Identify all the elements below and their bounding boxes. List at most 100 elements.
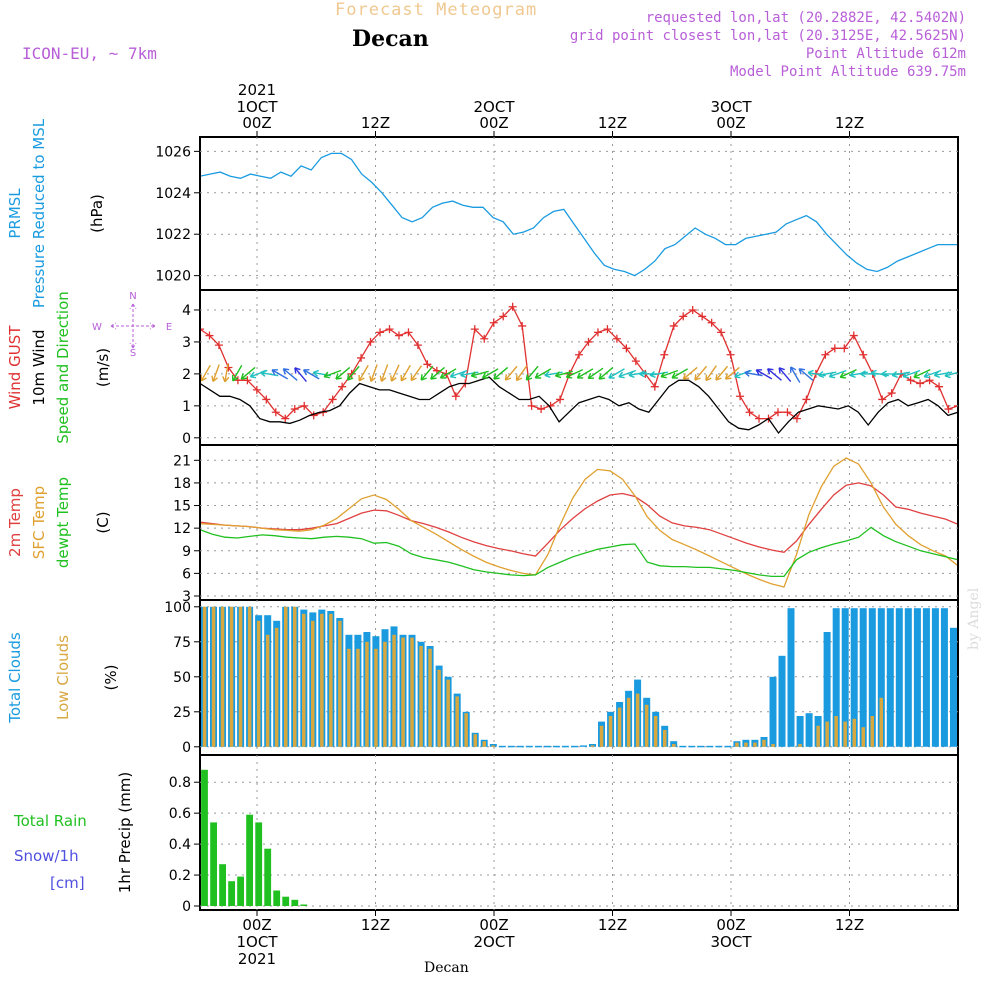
wind-arrow-14: [346, 365, 360, 381]
panel-label-wind-2: Speed and Direction: [54, 291, 72, 444]
top-tick-label-4: 00Z: [716, 114, 745, 132]
gust-point-62: [783, 408, 792, 417]
gust-point-44: [612, 334, 621, 343]
forecast-title: Forecast Meteogram: [335, 0, 538, 20]
ytick-label-precip-2: 0.4: [169, 837, 191, 853]
gust-point-21: [394, 331, 403, 340]
ytick-label-precip-4: 0.8: [169, 775, 191, 791]
ytick-label-pressure-1: 1022: [155, 227, 191, 243]
snow-unit-label: [cm]: [50, 874, 85, 892]
precip-bar-6: [255, 822, 263, 906]
wind-arrow-49: [715, 365, 729, 381]
gust-point-6: [252, 385, 261, 394]
bottom-date-label-0-0: 1OCT: [237, 933, 279, 951]
gust-point-73: [887, 389, 896, 398]
compass-ns-arrow: [129, 303, 137, 349]
precip-bar-11: [300, 904, 308, 906]
gust-point-48: [650, 382, 659, 391]
precip-bar-5: [246, 814, 253, 906]
low-cloud-bar-16: [347, 648, 351, 747]
gust-point-69: [849, 331, 858, 340]
wind-arrow-37: [587, 367, 604, 380]
panel-frame-precip: [199, 754, 959, 911]
panel-temp: 3 6 9 12 15 18 21 2m Temp SFC Temp dewpt Temp (C): [6, 444, 959, 605]
top-tick-label-2: 00Z: [479, 114, 508, 132]
gust-point-31: [489, 318, 498, 327]
total-cloud-bar-41: [571, 745, 578, 748]
total-cloud-bar-73: [859, 608, 867, 747]
compass-west: W: [92, 322, 102, 333]
wind-arrow-30: [515, 365, 528, 382]
total-cloud-bar-56: [706, 745, 714, 748]
precip-bar-3: [228, 881, 235, 906]
panel-label-wind-3: (m/s): [94, 348, 112, 387]
low-cloud-bar-52: [672, 744, 676, 747]
low-cloud-bar-75: [879, 697, 883, 747]
low-cloud-bar-15: [338, 620, 342, 747]
low-cloud-bar-50: [653, 716, 658, 747]
gust-point-76: [916, 379, 925, 388]
low-cloud-bar-72: [852, 718, 856, 747]
total-cloud-bar-37: [534, 745, 542, 748]
panel-label-clouds-1: Low Clouds: [54, 635, 72, 720]
gust-point-53: [698, 312, 707, 321]
wind-arrow-16: [369, 364, 378, 382]
gust-point-38: [556, 395, 565, 404]
total-cloud-bar-74: [868, 608, 876, 747]
wind-arrow-57: [798, 368, 814, 381]
total-cloud-bar-65: [787, 608, 795, 747]
top-tick-label-0: 00Z: [242, 114, 271, 132]
wind-arrow-32: [534, 368, 552, 379]
gust-point-7: [262, 395, 271, 404]
low-cloud-bar-51: [663, 730, 667, 747]
gust-point-10: [290, 405, 299, 414]
gust-point-14: [328, 395, 337, 404]
ytick-label-wind-1: 1: [182, 399, 191, 415]
bottom-tick-label-1: 12Z: [361, 916, 390, 934]
gust-point-68: [840, 344, 849, 353]
gust-point-34: [518, 321, 527, 330]
gust-point-32: [499, 312, 508, 321]
series-line-dewpt: [201, 526, 957, 578]
low-cloud-bar-0: [202, 606, 207, 747]
wind-arrow-61: [839, 369, 857, 379]
wind-arrow-60: [828, 369, 847, 379]
total-cloud-bar-57: [715, 745, 723, 748]
point-altitude: Point Altitude 612m: [805, 46, 966, 62]
ytick-label-temp-1: 6: [182, 566, 191, 582]
gust-point-50: [669, 321, 678, 330]
ytick-label-temp-3: 12: [173, 521, 191, 537]
top-date-label-0-1: 1OCT: [237, 98, 279, 116]
panel-label-temp-2: dewpt Temp: [54, 477, 72, 568]
wind-arrow-47: [694, 365, 708, 381]
wind-arrow-0: [201, 364, 211, 382]
panel-label-pressure-0: PRMSL: [6, 188, 24, 239]
panel-plot-pressure: [201, 152, 957, 277]
panel-wind: 0 1 2 3 4 Wind GUST 10m Wind Speed and Directio…: [6, 289, 959, 447]
low-cloud-bar-1: [211, 606, 216, 747]
gust-point-59: [755, 414, 764, 423]
gust-point-2: [214, 341, 223, 350]
ytick-label-clouds-3: 75: [173, 635, 191, 651]
gust-point-63: [792, 414, 801, 423]
wind-arrow-18: [390, 364, 400, 382]
bottom-tick-label-2: 00Z: [479, 916, 508, 934]
precip-bar-9: [282, 896, 290, 906]
snow-legend-label: Snow/1h: [14, 847, 79, 865]
total-cloud-bar-81: [931, 608, 939, 747]
gust-point-30: [480, 334, 489, 343]
wind-arrow-4: [240, 366, 256, 380]
gust-point-49: [660, 350, 669, 359]
low-cloud-bar-20: [383, 641, 387, 747]
wind-arrow-55: [778, 367, 792, 383]
total-cloud-bar-33: [498, 745, 506, 748]
precip-bar-4: [237, 876, 244, 906]
top-tick-label-1: 12Z: [361, 114, 390, 132]
panel-plot-temp: [201, 457, 957, 588]
precip-bar-7: [264, 848, 272, 906]
ytick-label-temp-2: 9: [182, 544, 191, 560]
total-cloud-bar-76: [886, 608, 894, 747]
low-cloud-bar-28: [455, 696, 459, 747]
wind-arrow-50: [724, 366, 740, 380]
bottom-location-label: Decan: [424, 960, 469, 976]
